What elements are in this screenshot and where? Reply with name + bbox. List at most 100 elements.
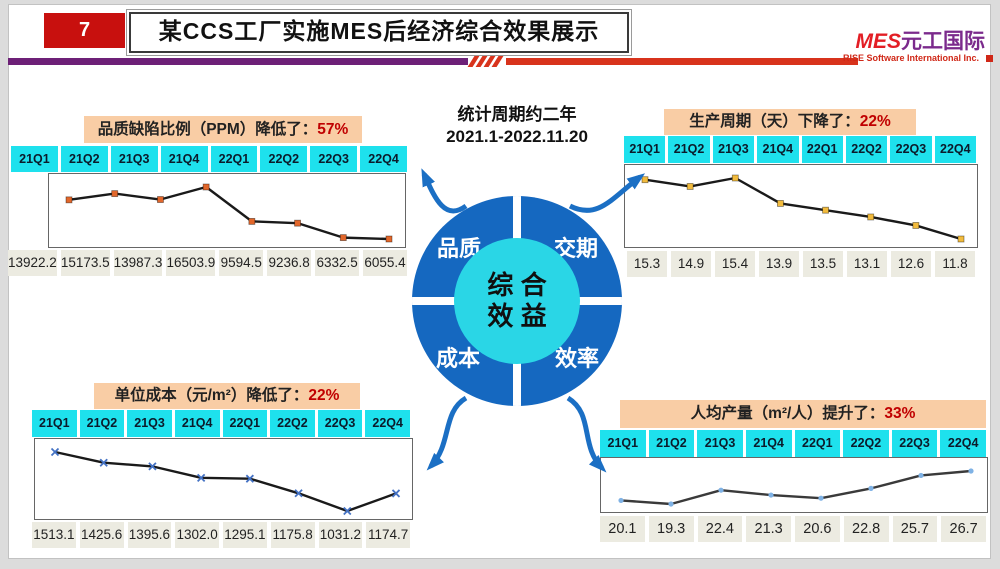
quarter-cell: 21Q3	[712, 136, 755, 163]
quarter-cell: 22Q1	[222, 410, 268, 437]
quadrant-cost: 成本	[435, 346, 481, 371]
quarter-cell: 22Q3	[317, 410, 363, 437]
mes-logo-text: MES	[855, 30, 901, 53]
divider-purple-bar	[8, 58, 468, 65]
benefit-wheel-diagram: 品质 交期 成本 效率 综 合 效 益	[412, 196, 622, 406]
quarter-header-row: 21Q1 21Q2 21Q3 21Q4 22Q1 22Q2 22Q3 22Q4	[600, 430, 986, 457]
logo-subtitle: RISE Software International Inc.	[842, 53, 979, 63]
quarter-cell: 21Q2	[668, 136, 710, 163]
quarter-cell: 22Q4	[940, 430, 986, 457]
value-cell: 13.1	[847, 251, 887, 277]
quarter-header-row: 21Q1 21Q2 21Q3 21Q4 22Q1 22Q2 22Q3 22Q4	[32, 410, 410, 437]
value-cell: 13.5	[803, 251, 843, 277]
value-cell: 15.4	[715, 251, 755, 277]
quarter-cell: 22Q3	[310, 146, 358, 172]
quarter-header-row: 21Q1 21Q2 21Q3 21Q4 22Q1 22Q2 22Q3 22Q4	[624, 136, 976, 163]
wheel-hub: 综 合 效 益	[454, 238, 580, 364]
quarter-cell: 22Q4	[365, 410, 410, 437]
quarter-cell: 21Q1	[32, 410, 77, 437]
chart-title-text: 品质缺陷比例（PPM）降低了：	[97, 121, 318, 138]
line-plot-quality	[48, 173, 406, 248]
value-cell: 13.9	[759, 251, 799, 277]
period-line2: 2021.1-2022.11.20	[446, 127, 588, 147]
quarter-cell: 21Q1	[11, 146, 58, 172]
value-cell: 1174.7	[366, 522, 410, 548]
quarter-cell: 22Q2	[260, 146, 308, 172]
value-cell: 22.8	[843, 516, 889, 542]
chart-title-cycle: 生产周期（天）下降了：22%	[664, 109, 916, 135]
value-row: 15.3 14.9 15.4 13.9 13.5 13.1 12.6 11.8	[627, 251, 975, 277]
value-cell: 15173.5	[60, 250, 110, 276]
divider-slashes	[467, 56, 504, 67]
mes-logo: MES元工国际	[855, 25, 985, 55]
quarter-cell: 21Q4	[160, 146, 208, 172]
line-chart-svg	[618, 468, 974, 507]
chart-highlight-pct: 22%	[859, 113, 891, 130]
chart-title-text: 单位成本（元/m²）降低了：	[114, 387, 309, 404]
value-cell: 1031.2	[318, 522, 363, 548]
chart-title-text: 人均产量（m²/人）提升了：	[690, 405, 885, 422]
value-cell: 13922.2	[8, 250, 57, 276]
line-chart-svg	[50, 447, 401, 516]
quarter-cell: 21Q3	[127, 410, 172, 437]
chart-highlight-pct: 57%	[317, 121, 349, 138]
divider-red-bar	[506, 58, 858, 65]
value-cell: 6332.5	[315, 250, 360, 276]
quarter-cell: 22Q4	[934, 136, 976, 163]
quarter-cell: 22Q1	[794, 430, 841, 457]
quarter-cell: 22Q3	[891, 430, 938, 457]
line-plot-cycle	[624, 164, 978, 248]
value-cell: 6055.4	[363, 250, 407, 276]
value-cell: 1302.0	[175, 522, 219, 548]
value-cell: 14.9	[671, 251, 711, 277]
value-cell: 12.6	[891, 251, 931, 277]
quarter-cell: 22Q4	[360, 146, 407, 172]
hub-line2: 效 益	[487, 301, 547, 331]
value-cell: 9236.8	[267, 250, 312, 276]
page-number-badge: 7	[44, 13, 125, 48]
quarter-cell: 21Q3	[697, 430, 743, 457]
value-cell: 1395.6	[127, 522, 172, 548]
quadrant-efficiency: 效率	[554, 346, 600, 371]
line-chart-svg	[641, 174, 965, 243]
quarter-cell: 21Q2	[648, 430, 695, 457]
quarter-cell: 21Q1	[624, 136, 666, 163]
value-cell: 26.7	[941, 516, 986, 542]
value-row: 20.1 19.3 22.4 21.3 20.6 22.8 25.7 26.7	[600, 516, 986, 542]
value-cell: 13987.3	[113, 250, 163, 276]
quarter-cell: 22Q2	[270, 410, 315, 437]
line-plot-cost	[34, 438, 413, 520]
value-cell: 1295.1	[223, 522, 267, 548]
chart-title-text: 生产周期（天）下降了：	[689, 113, 860, 130]
value-cell: 1513.1	[32, 522, 76, 548]
quarter-cell: 21Q4	[745, 430, 792, 457]
page-title: 某CCS工厂实施MES后经济综合效果展示	[126, 9, 632, 56]
quarter-cell: 22Q2	[845, 136, 888, 163]
chart-highlight-pct: 22%	[308, 387, 340, 404]
chart-title-cost: 单位成本（元/m²）降低了：22%	[94, 383, 360, 409]
value-row: 1513.1 1425.6 1395.6 1302.0 1295.1 1175.8 1031…	[32, 522, 410, 548]
brand-name: 元工国际	[901, 30, 985, 53]
value-row: 13922.2 15173.5 13987.3 16503.9 9594.5 9236.8…	[8, 250, 407, 276]
value-cell: 9594.5	[219, 250, 264, 276]
quarter-cell: 21Q4	[757, 136, 799, 163]
chart-title-quality: 品质缺陷比例（PPM）降低了：57%	[84, 116, 362, 143]
value-cell: 16503.9	[166, 250, 216, 276]
quarter-cell: 21Q2	[60, 146, 108, 172]
value-cell: 20.6	[795, 516, 840, 542]
value-cell: 11.8	[935, 251, 975, 277]
chart-highlight-pct: 33%	[884, 405, 916, 422]
value-cell: 22.4	[697, 516, 743, 542]
statistics-period: 统计周期约二年 2021.1-2022.11.20	[417, 104, 617, 148]
value-cell: 1175.8	[270, 522, 315, 548]
quarter-header-row: 21Q1 21Q2 21Q3 21Q4 22Q1 22Q2 22Q3 22Q4	[11, 146, 407, 172]
value-cell: 19.3	[648, 516, 694, 542]
quarter-cell: 21Q4	[174, 410, 220, 437]
quarter-cell: 21Q3	[110, 146, 158, 172]
value-cell: 20.1	[600, 516, 645, 542]
quarter-cell: 22Q1	[801, 136, 843, 163]
line-plot-output	[600, 457, 988, 513]
value-cell: 21.3	[746, 516, 791, 542]
quarter-cell: 22Q2	[843, 430, 889, 457]
